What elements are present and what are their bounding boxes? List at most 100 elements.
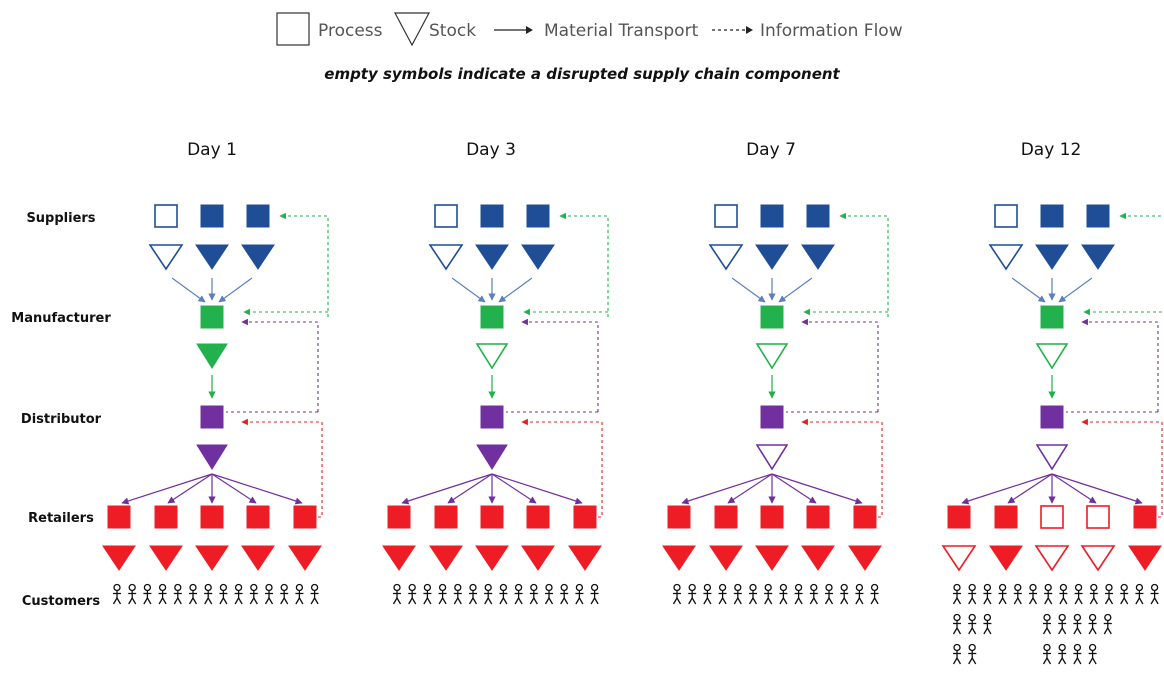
information-flow-legend-label: Information Flow	[760, 21, 903, 41]
retailer-stock	[1080, 545, 1116, 572]
information-flow-arrow	[241, 418, 323, 518]
retailer-process	[200, 505, 224, 529]
customer-icon	[1058, 643, 1067, 665]
supplier-stock	[1035, 244, 1069, 270]
customer-icon	[809, 583, 818, 605]
manufacturer-process	[760, 305, 784, 329]
customer-icon	[718, 583, 727, 605]
material-transport-arrow	[167, 473, 213, 504]
retailer-stock	[1034, 545, 1070, 572]
supplier-stock	[708, 244, 744, 271]
supplier-stock	[1081, 244, 1115, 270]
row-label-retailers: Retailers	[28, 511, 94, 526]
process-legend-icon	[276, 12, 310, 46]
retailer-stock	[709, 545, 743, 571]
customer-icon	[204, 583, 213, 605]
information-flow-arrow	[839, 212, 889, 317]
process-legend-label: Process	[318, 21, 383, 41]
distributor-process	[480, 405, 504, 429]
retailer-process	[1086, 505, 1110, 529]
distributor-stock	[1035, 444, 1069, 471]
retailer-stock	[755, 545, 789, 571]
customer-icon	[998, 583, 1007, 605]
retailer-process	[994, 505, 1018, 529]
retailer-process	[246, 505, 270, 529]
manufacturer-process	[1040, 305, 1064, 329]
retailer-process	[853, 505, 877, 529]
supplier-process	[434, 204, 458, 228]
customer-icon	[1104, 583, 1114, 605]
customer-icon	[392, 583, 402, 605]
manufacturer-stock	[755, 343, 789, 370]
customer-icon	[952, 613, 962, 635]
customer-icon	[1013, 583, 1022, 605]
customer-icon	[484, 583, 493, 605]
customer-icon	[672, 583, 682, 605]
customer-icon	[575, 583, 584, 605]
stock-legend-icon	[394, 12, 430, 46]
customer-icon	[280, 583, 289, 605]
supplier-process	[154, 204, 178, 228]
material-transport-legend-icon	[494, 26, 533, 34]
retailer-stock	[382, 545, 416, 571]
supplier-stock	[241, 244, 275, 270]
material-transport-arrow	[211, 473, 257, 504]
material-transport-arrow	[727, 473, 773, 504]
day-3-title: Day 3	[466, 140, 516, 160]
day-12-title: Day 12	[1020, 140, 1082, 160]
supplier-process	[994, 204, 1018, 228]
manufacturer-stock	[196, 343, 228, 369]
customer-icon	[158, 583, 167, 605]
information-flow-arrow	[559, 212, 609, 317]
supplier-stock	[195, 244, 229, 270]
supplier-stock	[428, 244, 464, 271]
material-transport-arrow	[771, 473, 863, 505]
customer-icon	[1028, 583, 1038, 605]
customer-icon	[128, 583, 137, 605]
row-label-customers: Customers	[21, 594, 101, 609]
retailer-process	[760, 505, 784, 529]
retailer-process	[573, 505, 597, 529]
customer-icon	[264, 583, 274, 605]
customer-icon	[1150, 583, 1159, 605]
legend-subtitle: empty symbols indicate a disrupted suppl…	[324, 65, 840, 83]
material-transport-arrow	[498, 277, 533, 303]
supplier-process	[200, 204, 224, 228]
supplier-process	[480, 204, 504, 228]
customer-icon	[968, 583, 977, 605]
customer-icon	[514, 583, 523, 605]
stock-legend-label: Stock	[429, 21, 477, 41]
supplier-stock	[988, 244, 1024, 271]
customer-icon	[1058, 613, 1067, 635]
customer-icon	[703, 583, 712, 605]
customer-icon	[453, 583, 462, 605]
retailer-stock	[801, 545, 835, 571]
customer-icon	[1042, 643, 1052, 665]
material-transport-arrow	[961, 473, 1053, 505]
customer-icon	[590, 583, 599, 605]
customer-icon	[112, 583, 122, 605]
manufacturer-stock	[475, 343, 509, 370]
retailer-stock	[102, 545, 136, 571]
customer-icon	[560, 583, 569, 605]
distributor-stock	[196, 444, 228, 470]
information-flow-legend-icon	[712, 26, 753, 34]
material-transport-arrow	[731, 277, 766, 303]
material-transport-arrow	[681, 473, 773, 505]
customer-icon	[870, 583, 879, 605]
customer-icon	[1073, 643, 1082, 665]
supplier-process	[760, 204, 784, 228]
customer-icon	[529, 583, 538, 605]
customer-icon	[499, 583, 508, 605]
material-transport-legend-label: Material Transport	[544, 21, 699, 41]
customer-icon	[234, 583, 243, 605]
retailer-process	[806, 505, 830, 529]
retailer-process	[526, 505, 550, 529]
material-transport-arrow	[218, 277, 253, 303]
customer-icon	[188, 583, 198, 605]
information-flow-arrow	[1081, 418, 1163, 518]
supplier-process	[526, 204, 550, 228]
customer-icon	[824, 583, 834, 605]
retailer-stock	[848, 545, 882, 571]
